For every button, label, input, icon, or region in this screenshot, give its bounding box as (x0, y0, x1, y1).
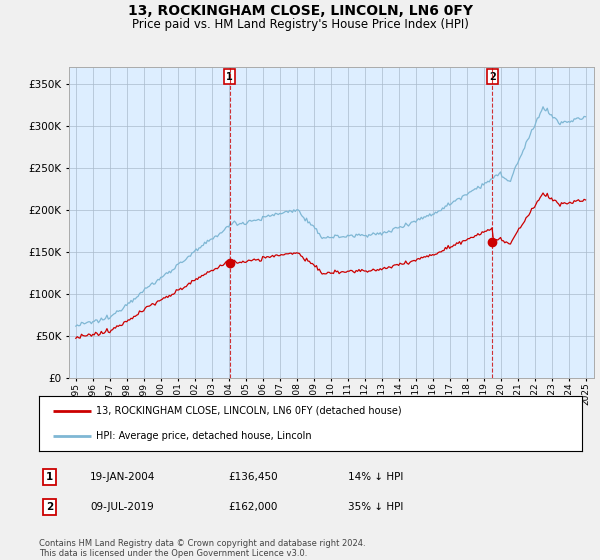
Text: 2: 2 (489, 72, 496, 82)
Text: 19-JAN-2004: 19-JAN-2004 (90, 472, 155, 482)
Text: 35% ↓ HPI: 35% ↓ HPI (348, 502, 403, 512)
Text: HPI: Average price, detached house, Lincoln: HPI: Average price, detached house, Linc… (96, 431, 311, 441)
Text: Price paid vs. HM Land Registry's House Price Index (HPI): Price paid vs. HM Land Registry's House … (131, 18, 469, 31)
Text: 1: 1 (226, 72, 233, 82)
Text: £162,000: £162,000 (228, 502, 277, 512)
Text: Contains HM Land Registry data © Crown copyright and database right 2024.
This d: Contains HM Land Registry data © Crown c… (39, 539, 365, 558)
Text: 14% ↓ HPI: 14% ↓ HPI (348, 472, 403, 482)
Text: £136,450: £136,450 (228, 472, 278, 482)
Text: 09-JUL-2019: 09-JUL-2019 (90, 502, 154, 512)
Text: 13, ROCKINGHAM CLOSE, LINCOLN, LN6 0FY: 13, ROCKINGHAM CLOSE, LINCOLN, LN6 0FY (128, 4, 473, 18)
Text: 2: 2 (46, 502, 53, 512)
Text: 1: 1 (46, 472, 53, 482)
Text: 13, ROCKINGHAM CLOSE, LINCOLN, LN6 0FY (detached house): 13, ROCKINGHAM CLOSE, LINCOLN, LN6 0FY (… (96, 406, 401, 416)
